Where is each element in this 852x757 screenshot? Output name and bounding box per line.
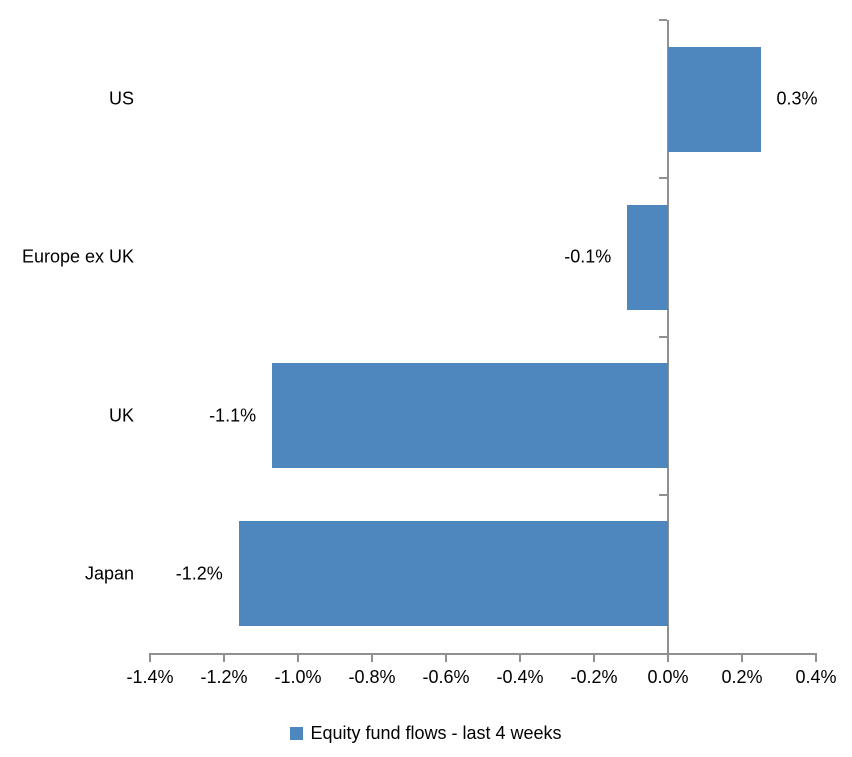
x-axis-tick — [741, 653, 743, 662]
x-tick-label: -0.2% — [570, 667, 618, 687]
value-label-europe-ex-uk: -0.1% — [564, 246, 612, 267]
x-tick-label: -0.8% — [348, 667, 396, 687]
y-axis-tick — [659, 177, 667, 180]
x-axis-tick — [297, 653, 299, 662]
x-tick-label: -1.2% — [200, 667, 248, 687]
legend-swatch-icon — [290, 726, 304, 740]
x-axis-tick — [519, 653, 521, 662]
category-label-japan: Japan — [84, 563, 134, 584]
bar-europe-ex-uk — [627, 204, 668, 310]
x-tick-label: 0.2% — [721, 667, 763, 687]
x-tick-label: -1.4% — [126, 667, 174, 687]
value-label-uk: -1.1% — [209, 405, 257, 426]
bar-japan — [238, 521, 668, 627]
legend-label: Equity fund flows - last 4 weeks — [310, 722, 562, 743]
x-axis-tick — [593, 653, 595, 662]
y-axis-tick — [659, 19, 667, 21]
x-axis-line — [149, 653, 817, 655]
x-axis-tick — [667, 653, 669, 662]
category-label-europe-ex-uk: Europe ex UK — [21, 246, 134, 267]
x-axis-tick — [445, 653, 447, 662]
zero-axis-line — [667, 20, 669, 661]
x-tick-label: -1.0% — [274, 667, 322, 687]
x-tick-label: 0.4% — [795, 667, 837, 687]
x-tick-label: 0.0% — [647, 667, 689, 687]
value-label-us: 0.3% — [776, 88, 818, 109]
y-axis-tick — [659, 493, 667, 496]
x-tick-label: -0.6% — [422, 667, 470, 687]
x-axis-tick — [815, 653, 817, 662]
x-tick-label: -0.4% — [496, 667, 544, 687]
x-axis-tick — [223, 653, 225, 662]
x-axis-tick — [149, 653, 151, 662]
x-axis-tick — [371, 653, 373, 662]
value-label-japan: -1.2% — [175, 563, 223, 584]
bar-us — [668, 46, 761, 152]
category-label-us: US — [108, 88, 134, 109]
bar-uk — [272, 363, 668, 469]
legend: Equity fund flows - last 4 weeks — [0, 721, 852, 745]
y-axis-tick — [659, 335, 667, 338]
category-label-uk: UK — [108, 405, 134, 426]
